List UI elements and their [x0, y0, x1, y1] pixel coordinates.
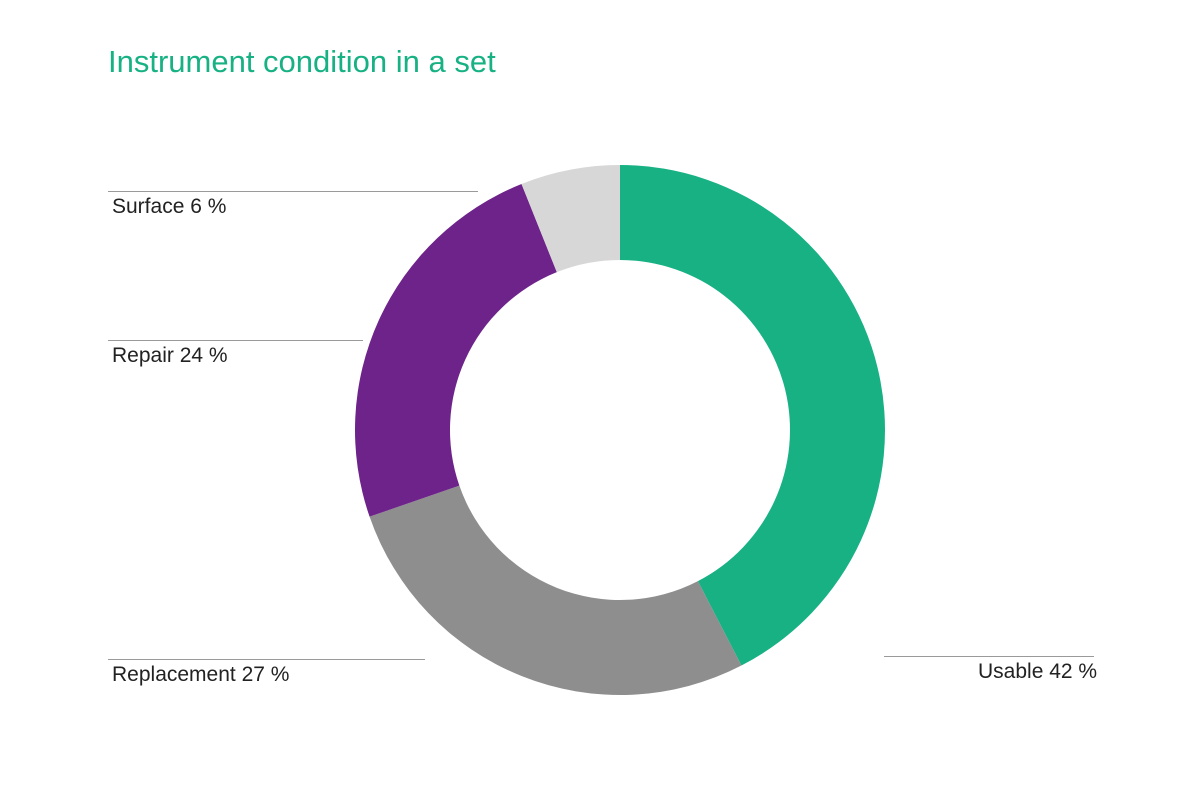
- leader-line-repair: [108, 340, 363, 341]
- slice-label-repair: Repair 24 %: [112, 344, 228, 368]
- slice-label-replacement: Replacement 27 %: [112, 663, 289, 687]
- donut-slice-replacement: [370, 486, 742, 695]
- leader-line-replacement: [108, 659, 425, 660]
- slice-label-usable: Usable 42 %: [978, 660, 1097, 684]
- donut-slice-repair: [355, 184, 557, 517]
- donut-slice-usable: [620, 165, 885, 666]
- leader-line-usable: [884, 656, 1094, 657]
- leader-line-surface: [108, 191, 478, 192]
- slice-label-surface: Surface 6 %: [112, 195, 226, 219]
